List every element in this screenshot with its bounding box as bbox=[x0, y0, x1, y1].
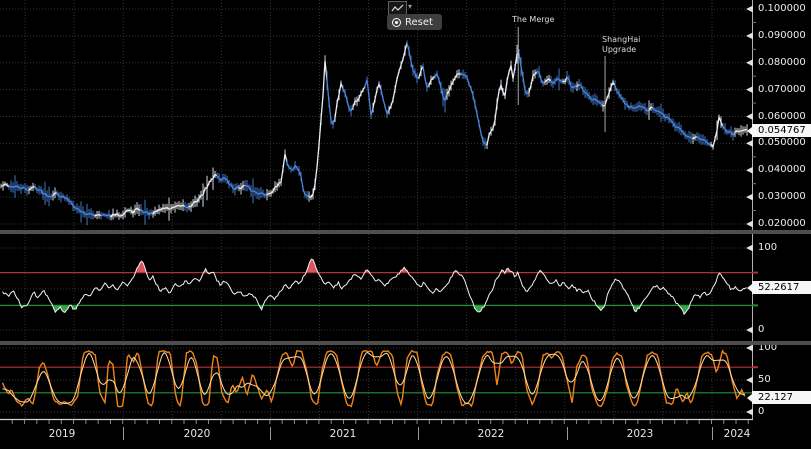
y-axis-tick-label: 0.020000 bbox=[758, 218, 806, 229]
y-axis-tick-label: 0.050000 bbox=[758, 137, 806, 149]
chart-type-button[interactable] bbox=[388, 1, 407, 15]
y-axis-tick-label: 50 bbox=[758, 374, 771, 385]
y-axis-tick-label: 100 bbox=[758, 242, 778, 253]
reset-button[interactable]: Reset bbox=[387, 14, 442, 30]
reset-icon bbox=[392, 17, 401, 27]
x-axis-year-label[interactable]: 2022 bbox=[477, 428, 505, 440]
panel-separator[interactable] bbox=[0, 341, 811, 345]
y-axis-tick-label: 0.030000 bbox=[758, 191, 806, 203]
x-axis-year-label[interactable]: 2020 bbox=[183, 428, 211, 440]
annotation-shanghai-upgrade: ShangHai Upgrade bbox=[602, 35, 640, 55]
oscillator2-value-label: 22.127 bbox=[747, 391, 811, 404]
line-chart-icon bbox=[391, 4, 404, 11]
x-axis-year-label[interactable]: 2021 bbox=[329, 428, 357, 440]
y-axis-tick-label: 0.070000 bbox=[758, 83, 806, 95]
y-axis-tick-label: 0.100000 bbox=[758, 3, 806, 14]
annotation-line-2: Upgrade bbox=[602, 45, 637, 54]
chevron-down-icon[interactable]: ▾ bbox=[408, 2, 413, 11]
x-axis-year-label[interactable]: 2023 bbox=[626, 428, 654, 440]
reset-button-label: Reset bbox=[405, 16, 433, 28]
panel-separator[interactable] bbox=[0, 230, 811, 234]
y-axis-tick-label: 0.040000 bbox=[758, 164, 806, 176]
y-axis-tick-label: 0.080000 bbox=[758, 56, 806, 68]
y-axis-tick-label: 0 bbox=[758, 324, 765, 335]
oscillator1-value-label: 52.2617 bbox=[747, 281, 811, 294]
x-axis-year-label[interactable]: 2019 bbox=[48, 428, 76, 440]
y-axis-tick-label: 100 bbox=[758, 342, 778, 353]
annotation-the-merge: The Merge bbox=[512, 15, 555, 24]
y-axis-tick-label: 0 bbox=[758, 406, 765, 417]
last-price-label: 0.054767 bbox=[747, 124, 811, 137]
annotation-line-1: ShangHai bbox=[602, 35, 641, 44]
y-axis-tick-label: 0.090000 bbox=[758, 29, 806, 41]
x-axis-year-label[interactable]: 2024 bbox=[723, 428, 751, 440]
y-axis-tick-label: 0.060000 bbox=[758, 110, 806, 122]
